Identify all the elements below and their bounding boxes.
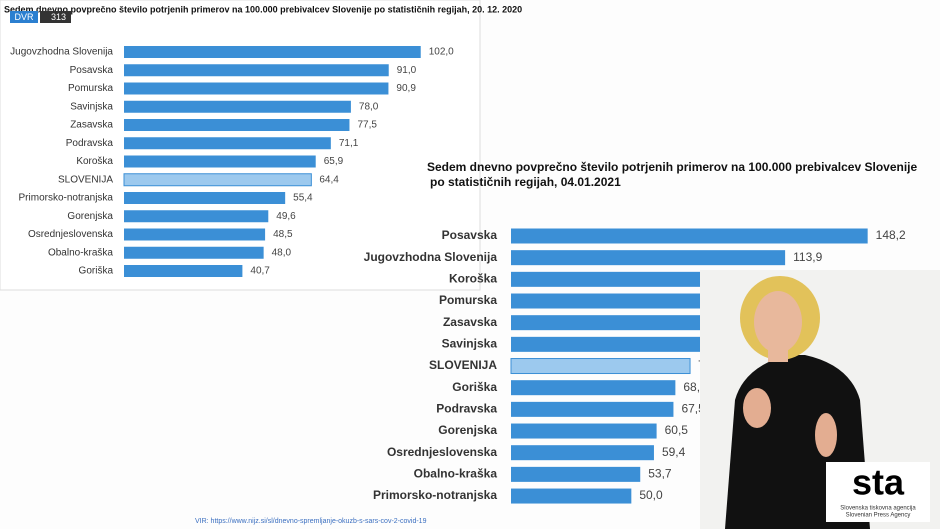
category-label: Gorenjska: [438, 423, 497, 437]
bar: [124, 82, 389, 95]
presenter: [700, 270, 940, 529]
bar: [124, 64, 389, 77]
category-label: Posavska: [442, 228, 498, 242]
bar: [511, 271, 748, 287]
bar: [124, 155, 316, 168]
logo-sub: Slovenska tiskovna agencija: [840, 506, 916, 512]
value-label: 78,0: [359, 101, 379, 112]
value-label: 91,0: [397, 65, 417, 76]
bar: [511, 401, 674, 417]
hand: [815, 413, 837, 457]
category-label: SLOVENIJA: [58, 174, 113, 185]
face: [754, 291, 802, 353]
category-label: Zasavska: [70, 120, 113, 131]
viewers: 313: [51, 12, 66, 22]
category-label: Pomurska: [68, 83, 113, 94]
value-label: 113,9: [793, 250, 822, 264]
bar: [124, 210, 269, 223]
value-label: 90,9: [396, 83, 416, 94]
value-label: 59,4: [662, 445, 686, 459]
logo-text: sta: [852, 462, 905, 503]
bar: [511, 423, 657, 439]
bar: [511, 466, 641, 482]
category-label: Obalno-kraška: [48, 247, 113, 258]
bar: [124, 100, 351, 113]
category-label: Primorsko-notranjska: [19, 193, 114, 204]
category-label: Podravska: [66, 138, 114, 149]
category-label: Savinjska: [442, 337, 498, 351]
category-label: Osrednjeslovenska: [28, 229, 113, 240]
bar: [124, 265, 243, 277]
category-label: Savinjska: [70, 101, 113, 112]
bar: [511, 488, 632, 504]
bar: [511, 250, 786, 266]
category-label: Goriška: [452, 380, 497, 394]
chart-title: Sedem dnevno povprečno število potrjenih…: [4, 4, 522, 14]
bar: [124, 246, 264, 259]
category-label: Posavska: [70, 65, 114, 76]
logo-sub: Slovenian Press Agency: [846, 513, 911, 519]
value-label: 77,5: [357, 120, 377, 131]
bar: [511, 228, 868, 244]
value-label: 64,4: [319, 174, 339, 185]
value-label: 102,0: [429, 47, 454, 58]
category-label: Primorsko-notranjska: [373, 488, 497, 502]
bar: [124, 192, 286, 204]
category-label: Osrednjeslovenska: [387, 445, 497, 459]
logo: sta Slovenska tiskovna agencija Slovenia…: [826, 462, 930, 522]
value-label: 55,4: [293, 193, 313, 204]
category-label: Goriška: [79, 266, 114, 277]
value-label: 65,9: [324, 156, 344, 167]
logo-box: [826, 462, 930, 522]
bar: [123, 173, 312, 187]
category-label: Koroška: [76, 156, 113, 167]
category-label: SLOVENIJA: [429, 358, 497, 372]
bar: [124, 46, 421, 58]
category-label: Gorenjska: [67, 211, 113, 222]
charts: Sedem dnevno povprečno število potrjenih…: [4, 4, 917, 504]
badge: DVR: [14, 12, 34, 22]
hand: [743, 388, 771, 428]
bar: [511, 445, 654, 461]
category-label: Jugovzhodna Slovenija: [364, 250, 498, 264]
chart-title: po statističnih regijah, 04.01.2021: [430, 175, 621, 189]
bar: [124, 119, 350, 131]
bar: [511, 293, 733, 309]
bar: [510, 358, 691, 375]
category-label: Jugovzhodna Slovenija: [10, 47, 113, 58]
category-label: Zasavska: [443, 315, 497, 329]
neck: [768, 348, 788, 362]
bar: [511, 336, 709, 352]
bar: [511, 380, 676, 396]
value-label: 40,7: [250, 266, 270, 277]
viewers-box: [40, 11, 71, 23]
value-label: 60,5: [665, 423, 689, 437]
value-label: 49,6: [276, 211, 296, 222]
category-label: Podravska: [436, 402, 497, 416]
category-label: Koroška: [449, 272, 497, 286]
bar: [511, 315, 719, 331]
value-label: 48,0: [272, 247, 292, 258]
value-label: 148,2: [876, 228, 906, 242]
value-label: 67,5: [681, 402, 705, 416]
category-label: Obalno-kraška: [414, 467, 498, 481]
source: VIR: https://www.nijz.si/sl/dnevno-sprem…: [195, 518, 427, 525]
chart-title: Sedem dnevno povprečno število potrjenih…: [427, 160, 917, 174]
value-label: 71,1: [339, 138, 359, 149]
value-label: 50,0: [639, 488, 663, 502]
badge-box: [10, 11, 38, 23]
bar: [124, 137, 331, 150]
value-label: 48,5: [273, 229, 293, 240]
value-label: 53,7: [648, 467, 672, 481]
category-label: Pomurska: [439, 293, 497, 307]
bar: [124, 228, 266, 241]
